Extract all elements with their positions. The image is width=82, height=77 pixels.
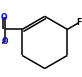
Text: F: F	[76, 18, 81, 27]
Text: O: O	[2, 37, 8, 46]
Text: O: O	[1, 13, 7, 22]
